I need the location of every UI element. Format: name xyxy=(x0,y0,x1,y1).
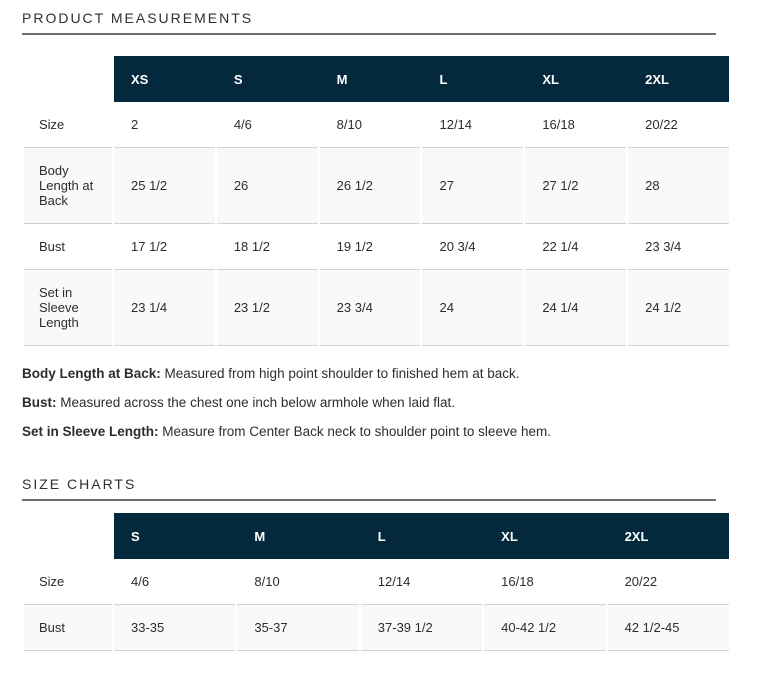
measurement-value: 17 1/2 xyxy=(114,224,215,270)
note-term: Body Length at Back: xyxy=(22,366,161,381)
measurement-row: Size 2 4/6 8/10 12/14 16/18 20/22 xyxy=(24,102,729,148)
measurement-value: 37-39 1/2 xyxy=(360,605,483,651)
size-charts-section: SIZE CHARTS S M L XL 2XL Size 4/6 8/10 12/14 16/… xyxy=(22,466,758,651)
measurement-value: 20 3/4 xyxy=(422,224,524,270)
measurement-value: 22 1/4 xyxy=(525,224,627,270)
measurement-value: 8/10 xyxy=(319,102,421,148)
product-measurements-title: PRODUCT MEASUREMENTS xyxy=(22,0,716,35)
size-column-header: S xyxy=(216,56,318,102)
measurement-value: 2 xyxy=(114,102,215,148)
measurement-value: 16/18 xyxy=(525,102,627,148)
measurement-value: 16/18 xyxy=(484,559,606,605)
measurement-value: 28 xyxy=(628,148,729,224)
size-column-header: XL xyxy=(525,56,627,102)
measurement-value: 24 xyxy=(422,270,524,346)
measurement-row: Size 4/6 8/10 12/14 16/18 20/22 xyxy=(24,559,729,605)
size-charts-table: S M L XL 2XL Size 4/6 8/10 12/14 16/18 20/22 Bust 3… xyxy=(22,513,731,651)
size-header-row: S M L XL 2XL xyxy=(24,513,729,559)
measurement-value: 19 1/2 xyxy=(319,224,421,270)
measurement-row: Body Length at Back 25 1/2 26 26 1/2 27 27 1/… xyxy=(24,148,729,224)
measurement-note: Body Length at Back: Measured from high … xyxy=(22,366,731,382)
size-header-row: XS S M L XL 2XL xyxy=(24,56,729,102)
size-column-header: 2XL xyxy=(628,56,729,102)
measurement-note: Bust: Measured across the chest one inch… xyxy=(22,395,731,411)
product-measurements-table: XS S M L XL 2XL Size 2 4/6 8/10 12/14 16/18 20/22 Bo… xyxy=(22,56,731,346)
measurement-value: 33-35 xyxy=(114,605,236,651)
note-text: Measure from Center Back neck to shoulde… xyxy=(158,424,551,439)
row-label: Bust xyxy=(24,605,112,651)
measurements-body: Size 2 4/6 8/10 12/14 16/18 20/22 Body Length a… xyxy=(24,102,729,346)
measurement-value: 20/22 xyxy=(607,559,729,605)
row-label: Size xyxy=(24,559,112,605)
product-measurements-section: PRODUCT MEASUREMENTS XS S M L XL 2XL Size 2 4/6… xyxy=(22,0,758,440)
row-label: Size xyxy=(24,102,112,148)
size-charts-title: SIZE CHARTS xyxy=(22,466,716,501)
measurement-value: 27 xyxy=(422,148,524,224)
measurement-value: 35-37 xyxy=(237,605,359,651)
size-column-header: XL xyxy=(484,513,606,559)
row-label: Bust xyxy=(24,224,112,270)
measurement-value: 12/14 xyxy=(360,559,483,605)
measurement-row: Set in Sleeve Length 23 1/4 23 1/2 23 3/4 24… xyxy=(24,270,729,346)
measurement-value: 18 1/2 xyxy=(216,224,318,270)
measurement-value: 40-42 1/2 xyxy=(484,605,606,651)
size-column-header: M xyxy=(319,56,421,102)
size-column-header: L xyxy=(360,513,483,559)
note-term: Set in Sleeve Length: xyxy=(22,424,159,439)
measurement-row: Bust 33-35 35-37 37-39 1/2 40-42 1/2 42 1/2-4… xyxy=(24,605,729,651)
measurement-value: 8/10 xyxy=(237,559,359,605)
size-column-header: M xyxy=(237,513,359,559)
measurement-value: 26 1/2 xyxy=(319,148,421,224)
size-column-header: S xyxy=(114,513,236,559)
size-guide-page: PRODUCT MEASUREMENTS XS S M L XL 2XL Size 2 4/6… xyxy=(22,0,758,651)
corner-cell xyxy=(24,513,112,559)
measurement-value: 23 3/4 xyxy=(319,270,421,346)
row-label: Set in Sleeve Length xyxy=(24,270,112,346)
measurement-value: 23 1/2 xyxy=(216,270,318,346)
measurement-value: 4/6 xyxy=(216,102,318,148)
measurement-value: 42 1/2-45 xyxy=(607,605,729,651)
size-chart-body: Size 4/6 8/10 12/14 16/18 20/22 Bust 33-35 35-37… xyxy=(24,559,729,651)
measurement-note: Set in Sleeve Length: Measure from Cente… xyxy=(22,424,731,440)
measurement-value: 25 1/2 xyxy=(114,148,215,224)
measurement-row: Bust 17 1/2 18 1/2 19 1/2 20 3/4 22 1/4 23 3/4 xyxy=(24,224,729,270)
measurement-notes: Body Length at Back: Measured from high … xyxy=(22,366,731,440)
measurement-value: 4/6 xyxy=(114,559,236,605)
measurement-value: 27 1/2 xyxy=(525,148,627,224)
measurement-value: 20/22 xyxy=(628,102,729,148)
size-column-header: XS xyxy=(114,56,215,102)
row-label: Body Length at Back xyxy=(24,148,112,224)
measurement-value: 24 1/2 xyxy=(628,270,729,346)
measurement-value: 24 1/4 xyxy=(525,270,627,346)
measurement-value: 23 3/4 xyxy=(628,224,729,270)
size-column-header: L xyxy=(422,56,524,102)
size-column-header: 2XL xyxy=(607,513,729,559)
measurement-value: 12/14 xyxy=(422,102,524,148)
note-term: Bust: xyxy=(22,395,57,410)
note-text: Measured across the chest one inch below… xyxy=(56,395,455,410)
measurement-value: 23 1/4 xyxy=(114,270,215,346)
corner-cell xyxy=(24,56,112,102)
note-text: Measured from high point shoulder to fin… xyxy=(160,366,520,381)
measurement-value: 26 xyxy=(216,148,318,224)
